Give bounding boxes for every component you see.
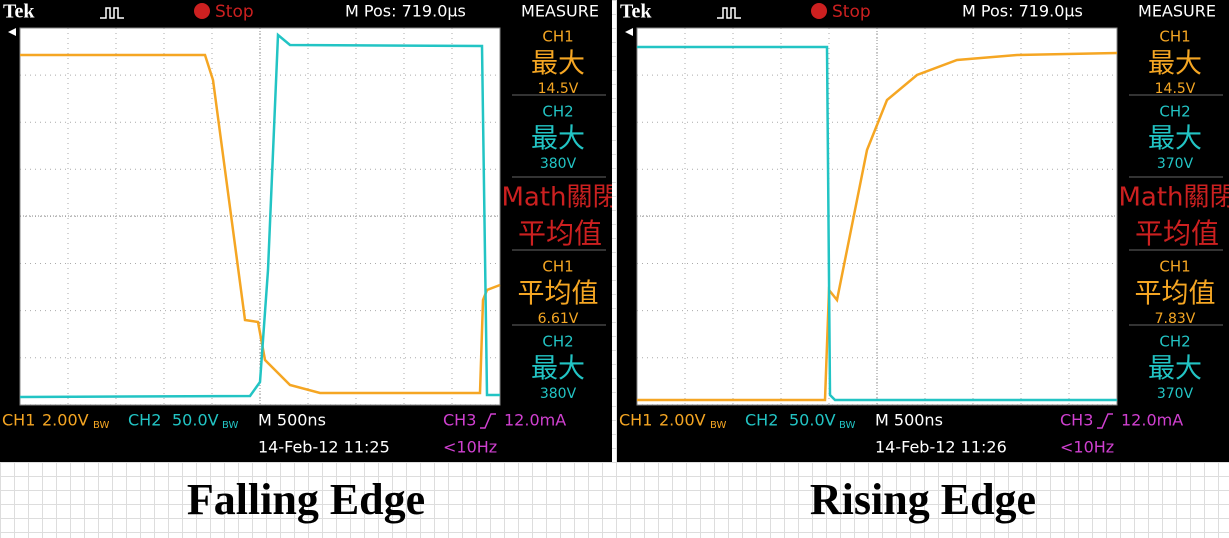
ch1-trace [20,53,501,395]
measure-label: 最大 [531,124,585,155]
caption: Rising Edge [809,475,1037,524]
measure-label: 最大 [531,354,585,385]
ch2-label: CH2 [128,411,161,430]
scope-screen: Tek Stop M Pos: 719.0µs MEASURECH1最大14.5VCH… [617,0,1229,462]
measure-value: 380V [540,386,577,402]
measure-label: 平均值 [1135,217,1219,250]
measure-channel: CH1 [1159,258,1190,276]
scope-screen: Tek Stop M Pos: 719.0µs MEASURECH1最大14.5VCH… [0,0,612,462]
measure-channel: CH2 [542,333,573,351]
measure-value: 380V [540,156,577,172]
ch1-trace [637,51,1118,402]
bw: BW [839,420,856,431]
ch3-label: CH3 [443,411,476,430]
trigger-icon [100,7,124,19]
measure-label: 最大 [531,49,585,80]
ch2-trace [637,45,1117,402]
measure-channel: CH1 [542,28,573,46]
menu: MEASURE [521,2,599,21]
stop-dot [194,3,210,19]
trigger-slope [480,413,496,429]
trigger-icon [717,7,741,19]
measure-value: 14.5V [1155,81,1196,97]
measure-label: 最大 [1148,49,1202,80]
m-pos: M Pos: 719.0µs [345,2,466,21]
measure-channel: CH2 [542,103,573,121]
menu: MEASURE [1138,2,1216,21]
measure-channel: CH1 [542,258,573,276]
state: Stop [215,2,254,22]
timebase: M 500ns [875,411,943,430]
date: 14-Feb-12 11:25 [258,438,390,457]
trigger-slope [1097,413,1113,429]
measure-value: 370V [1157,386,1194,402]
grid-border [636,27,1118,406]
measure-value: 6.61V [538,311,579,327]
marker [8,28,16,36]
bw: BW [93,420,110,431]
measure-channel: Math關閉 [501,183,612,213]
ch1-label: CH1 [619,411,652,430]
grid-border [19,27,501,406]
measure-channel: Math關閉 [1118,183,1229,213]
measure-channel: CH2 [1159,333,1190,351]
ch1-label: CH1 [2,411,35,430]
bw: BW [710,420,727,431]
marker [625,28,633,36]
ch2-trace [19,32,500,399]
date: 14-Feb-12 11:26 [875,438,1007,457]
trigger-level: 12.0mA [1121,411,1183,430]
caption: Falling Edge [186,475,426,524]
ch2-label: CH2 [745,411,778,430]
m-pos: M Pos: 719.0µs [962,2,1083,21]
freq: <10Hz [443,438,497,457]
bw: BW [222,420,239,431]
measure-label: 平均值 [518,217,602,250]
timebase: M 500ns [258,411,326,430]
measure-label: 平均值 [518,279,599,310]
measure-channel: CH2 [1159,103,1190,121]
brand: Tek [3,1,35,23]
measure-label: 最大 [1148,354,1202,385]
state: Stop [832,2,871,22]
measure-value: 14.5V [538,81,579,97]
measure-label: 平均值 [1135,279,1216,310]
ch1-scale: 2.00V [659,411,706,430]
ch2-scale: 50.0V [789,411,836,430]
ch1-scale: 2.00V [42,411,89,430]
brand: Tek [620,1,652,23]
stop-dot [811,3,827,19]
trigger-level: 12.0mA [504,411,566,430]
ch2-scale: 50.0V [172,411,219,430]
measure-value: 7.83V [1155,311,1196,327]
ch3-label: CH3 [1060,411,1093,430]
measure-label: 最大 [1148,124,1202,155]
measure-channel: CH1 [1159,28,1190,46]
measure-value: 370V [1157,156,1194,172]
freq: <10Hz [1060,438,1114,457]
